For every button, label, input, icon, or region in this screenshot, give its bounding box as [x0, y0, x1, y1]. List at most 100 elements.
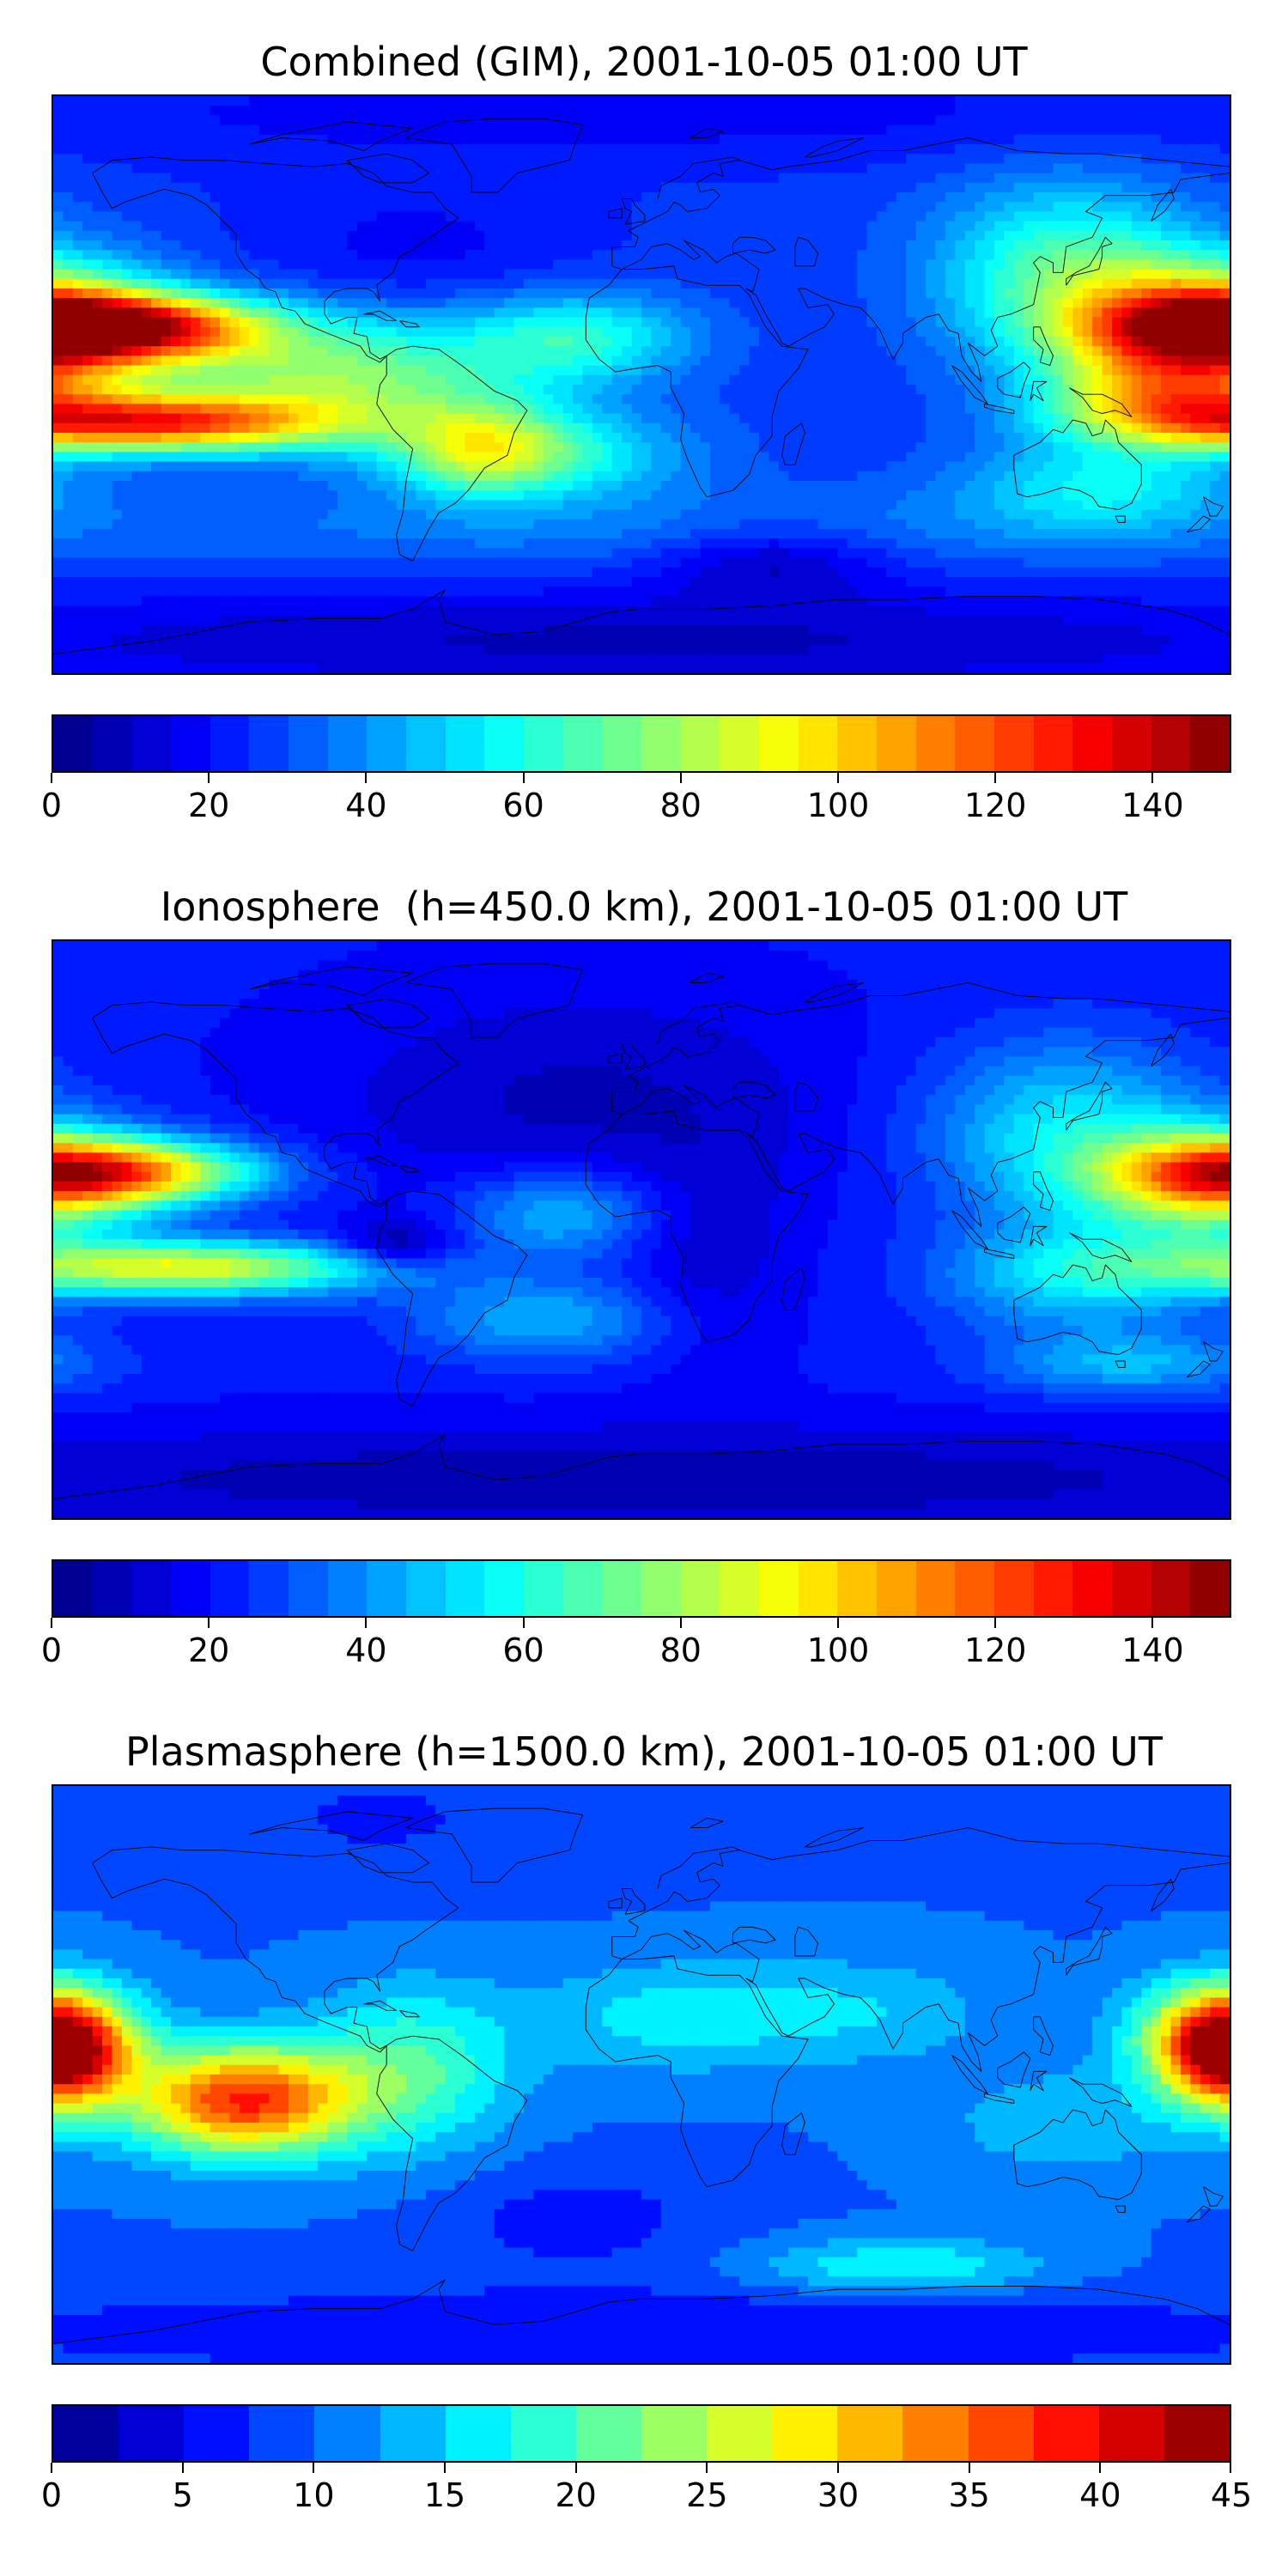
field-cell: [680, 230, 691, 241]
field-cell: [1053, 250, 1064, 261]
field-cell: [376, 355, 387, 367]
field-cell: [1062, 221, 1074, 232]
field-cell: [406, 125, 417, 136]
field-cell: [307, 250, 319, 261]
field-cell: [1121, 163, 1133, 174]
field-cell: [945, 154, 957, 165]
field-cell: [1170, 442, 1182, 453]
field-cell: [926, 433, 937, 443]
field-cell: [1112, 163, 1123, 174]
field-cell: [651, 298, 662, 309]
field-cell: [200, 433, 211, 443]
field-cell: [562, 355, 574, 367]
field-cell: [494, 471, 505, 482]
field-cell: [749, 404, 760, 415]
field-cell: [53, 182, 64, 193]
field-cell: [1141, 211, 1152, 222]
field-cell: [289, 202, 300, 213]
field-cell: [1013, 173, 1025, 184]
field-cell: [1210, 134, 1221, 145]
field-cell: [1053, 115, 1064, 126]
field-cell: [611, 115, 623, 126]
field-cell: [298, 134, 309, 145]
field-cell: [651, 442, 662, 453]
field-cell: [602, 182, 613, 193]
field-cell: [1092, 365, 1103, 376]
field-cell: [1180, 144, 1192, 155]
field-cell: [739, 240, 750, 251]
field-cell: [660, 404, 672, 415]
field-cell: [975, 385, 986, 395]
field-cell: [1004, 289, 1015, 299]
field-cell: [680, 192, 691, 203]
field-cell: [602, 394, 613, 405]
field-cell: [1210, 269, 1221, 280]
field-cell: [680, 221, 691, 232]
field-cell: [151, 326, 162, 337]
field-cell: [739, 355, 750, 367]
field-cell: [984, 221, 995, 232]
field-cell: [808, 221, 819, 232]
field-cell: [592, 250, 604, 261]
field-cell: [1072, 346, 1084, 357]
field-cell: [964, 173, 975, 184]
field-cell: [700, 394, 711, 405]
field-cell: [837, 317, 848, 328]
field-cell: [396, 125, 407, 136]
field-cell: [63, 154, 74, 165]
field-cell: [1121, 442, 1133, 453]
field-cell: [298, 144, 309, 155]
field-cell: [798, 278, 809, 289]
field-cell: [258, 337, 270, 347]
field-cell: [573, 202, 584, 213]
field-cell: [269, 250, 280, 261]
field-cell: [131, 269, 143, 280]
field-cell: [356, 154, 368, 165]
field-cell: [63, 144, 74, 155]
field-cell: [1170, 125, 1182, 136]
field-cell: [1161, 240, 1172, 251]
field-cell: [1161, 461, 1172, 472]
field-cell: [1013, 413, 1025, 424]
field-cell: [671, 211, 682, 222]
field-cell: [886, 404, 897, 415]
field-cell: [239, 240, 251, 251]
field-cell: [82, 115, 94, 126]
field-cell: [709, 374, 721, 386]
field-cell: [915, 230, 927, 241]
field-cell: [749, 144, 760, 155]
field-cell: [729, 481, 740, 491]
field-cell: [631, 481, 642, 491]
field-cell: [210, 298, 221, 309]
field-cell: [337, 394, 349, 405]
field-cell: [289, 433, 300, 443]
field-cell: [220, 211, 231, 222]
field-cell: [386, 442, 398, 453]
field-cell: [1180, 433, 1192, 443]
field-cell: [92, 490, 103, 501]
field-cell: [984, 355, 995, 367]
field-cell: [602, 289, 613, 299]
field-cell: [445, 259, 456, 270]
field-cell: [700, 259, 711, 270]
field-cell: [915, 481, 927, 491]
field-cell: [200, 202, 211, 213]
field-cell: [161, 173, 172, 184]
field-cell: [955, 374, 966, 386]
field-cell: [817, 337, 829, 347]
field-cell: [709, 298, 721, 309]
field-cell: [92, 385, 103, 395]
field-cell: [749, 471, 760, 482]
field-cell: [1024, 269, 1035, 280]
field-cell: [660, 317, 672, 328]
field-cell: [1004, 337, 1015, 347]
field-cell: [651, 452, 662, 463]
field-cell: [602, 278, 613, 289]
field-cell: [700, 278, 711, 289]
field-cell: [866, 106, 878, 117]
field-cell: [524, 230, 535, 241]
field-cell: [356, 230, 368, 241]
field-cell: [376, 461, 387, 472]
field-cell: [63, 240, 74, 251]
field-cell: [337, 346, 349, 357]
